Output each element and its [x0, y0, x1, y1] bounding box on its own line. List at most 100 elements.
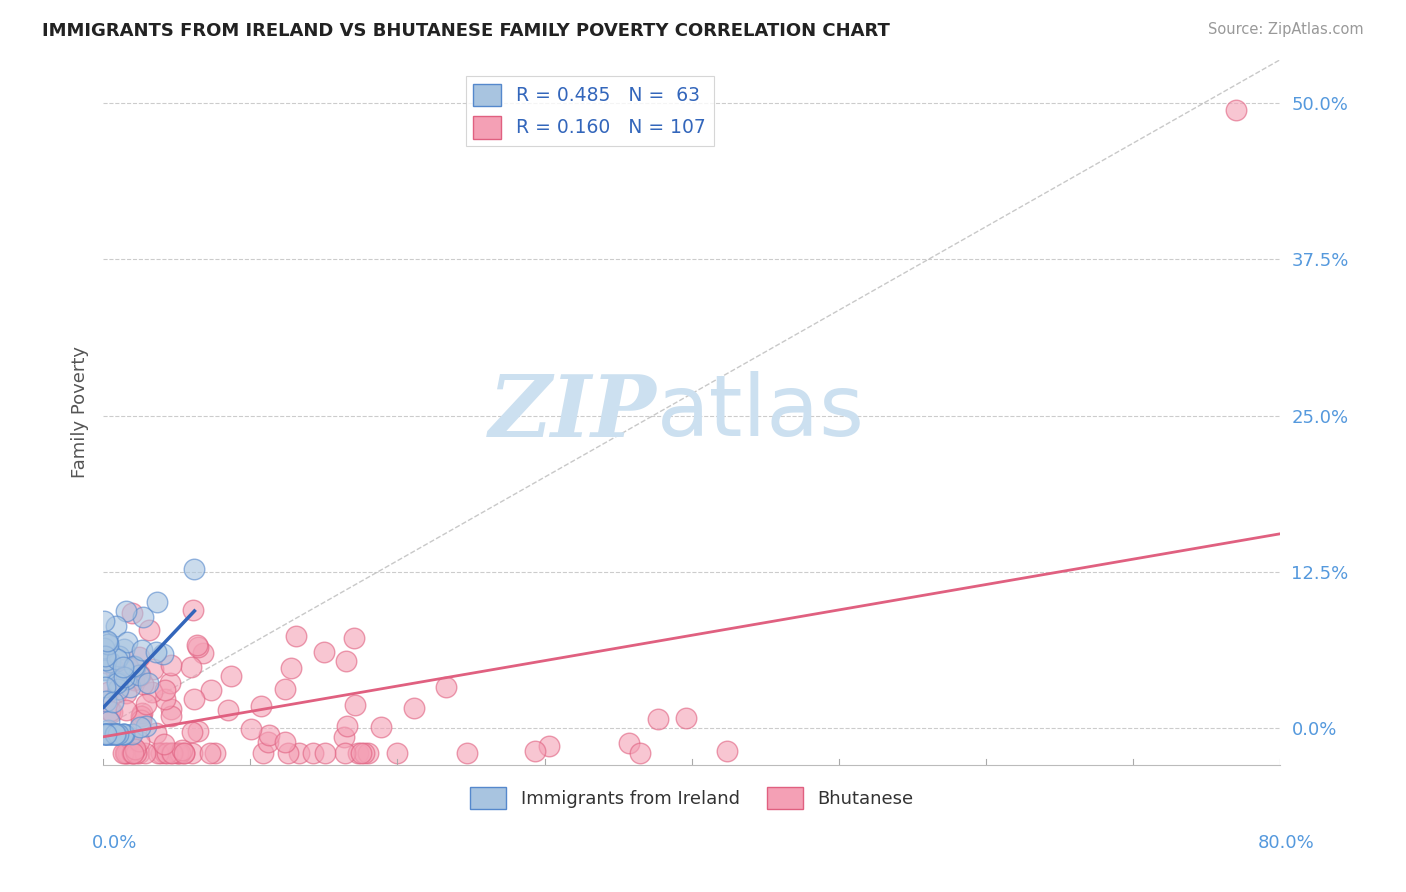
- Point: [107, 685, 129, 699]
- Point: [716, 744, 738, 758]
- Point: [93, 727, 115, 741]
- Point: [96, 727, 118, 741]
- Point: [98, 656, 121, 670]
- Point: [353, 746, 375, 760]
- Point: [101, 727, 124, 741]
- Text: 80.0%: 80.0%: [1258, 834, 1315, 852]
- Point: [100, 727, 122, 741]
- Point: [100, 727, 122, 741]
- Text: 0.0%: 0.0%: [91, 834, 136, 852]
- Point: [94, 680, 117, 694]
- Point: [128, 668, 150, 682]
- Point: [134, 746, 156, 760]
- Point: [350, 746, 373, 760]
- Point: [160, 658, 183, 673]
- Point: [252, 746, 274, 760]
- Point: [142, 662, 165, 676]
- Point: [93, 664, 115, 678]
- Point: [333, 746, 356, 760]
- Point: [125, 746, 148, 760]
- Point: [121, 606, 143, 620]
- Point: [105, 652, 128, 666]
- Point: [385, 746, 408, 760]
- Point: [122, 746, 145, 760]
- Text: Source: ZipAtlas.com: Source: ZipAtlas.com: [1208, 22, 1364, 37]
- Point: [108, 648, 131, 663]
- Point: [104, 727, 127, 741]
- Point: [117, 746, 139, 760]
- Point: [335, 654, 357, 668]
- Point: [274, 681, 297, 696]
- Point: [250, 698, 273, 713]
- Point: [357, 746, 380, 760]
- Point: [342, 631, 364, 645]
- Point: [98, 704, 121, 718]
- Point: [97, 727, 120, 741]
- Point: [112, 727, 135, 741]
- Point: [131, 642, 153, 657]
- Point: [105, 673, 128, 688]
- Point: [107, 727, 129, 741]
- Point: [273, 734, 295, 748]
- Point: [114, 604, 136, 618]
- Point: [217, 703, 239, 717]
- Point: [121, 746, 143, 760]
- Point: [180, 660, 202, 674]
- Point: [122, 741, 145, 756]
- Point: [160, 701, 183, 715]
- Point: [204, 746, 226, 760]
- Point: [122, 746, 145, 760]
- Point: [96, 693, 118, 707]
- Point: [170, 743, 193, 757]
- Point: [93, 615, 115, 629]
- Point: [146, 595, 169, 609]
- Point: [200, 682, 222, 697]
- Point: [219, 669, 242, 683]
- Point: [181, 602, 204, 616]
- Point: [118, 731, 141, 746]
- Point: [538, 739, 561, 753]
- Point: [93, 640, 115, 655]
- Point: [107, 727, 129, 741]
- Point: [153, 737, 176, 751]
- Point: [155, 683, 177, 698]
- Point: [257, 734, 280, 748]
- Point: [617, 736, 640, 750]
- Point: [149, 746, 172, 760]
- Point: [94, 648, 117, 663]
- Point: [94, 653, 117, 667]
- Point: [105, 676, 128, 690]
- Point: [314, 746, 336, 760]
- Point: [180, 746, 202, 760]
- Point: [285, 629, 308, 643]
- Point: [370, 720, 392, 734]
- Point: [166, 746, 188, 760]
- Text: IMMIGRANTS FROM IRELAND VS BHUTANESE FAMILY POVERTY CORRELATION CHART: IMMIGRANTS FROM IRELAND VS BHUTANESE FAM…: [42, 22, 890, 40]
- Point: [114, 727, 136, 741]
- Point: [187, 723, 209, 738]
- Point: [160, 709, 183, 723]
- Point: [104, 727, 127, 741]
- Point: [104, 664, 127, 678]
- Point: [105, 618, 128, 632]
- Point: [96, 656, 118, 670]
- Point: [112, 746, 135, 760]
- Point: [115, 635, 138, 649]
- Y-axis label: Family Poverty: Family Poverty: [72, 346, 89, 478]
- Point: [112, 727, 135, 741]
- Point: [153, 746, 176, 760]
- Point: [135, 697, 157, 711]
- Point: [280, 661, 302, 675]
- Point: [191, 647, 214, 661]
- Point: [135, 719, 157, 733]
- Text: atlas: atlas: [657, 371, 865, 454]
- Point: [93, 727, 115, 741]
- Point: [675, 711, 697, 725]
- Point: [124, 659, 146, 673]
- Point: [131, 706, 153, 721]
- Point: [97, 723, 120, 737]
- Point: [343, 698, 366, 713]
- Point: [96, 727, 118, 741]
- Point: [100, 727, 122, 741]
- Point: [114, 670, 136, 684]
